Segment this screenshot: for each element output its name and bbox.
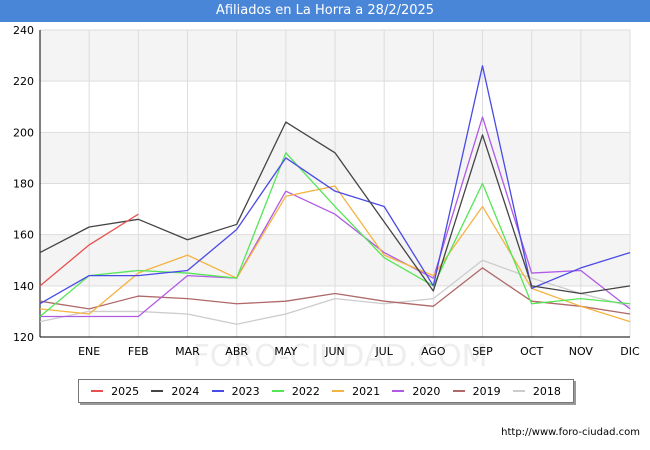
legend-label: 2018: [532, 384, 561, 398]
series-line-2025: [39, 213, 139, 287]
legend-label: 2025: [111, 384, 140, 398]
legend-item-2019: 2019: [452, 384, 501, 398]
legend-label: 2020: [412, 384, 441, 398]
legend-item-2018: 2018: [512, 384, 561, 398]
x-tick-label: DIC: [620, 345, 640, 358]
y-tick-label: 220: [13, 75, 34, 88]
legend-item-2023: 2023: [211, 384, 260, 398]
x-tick-label: SEP: [472, 345, 493, 358]
series-lines: [39, 65, 631, 325]
x-tick-label: AGO: [421, 345, 446, 358]
series-line-2023: [39, 65, 631, 305]
legend-label: 2024: [171, 384, 200, 398]
legend-swatch: [271, 390, 284, 392]
watermark: FORO-CIUDAD.COM: [193, 339, 488, 374]
y-tick-labels: 120 140 160 180 200 220 240: [13, 24, 34, 344]
x-tick-label: OCT: [520, 345, 543, 358]
legend-item-2024: 2024: [151, 385, 199, 398]
series-line-2018: [39, 259, 631, 325]
series-line-2020: [40, 116, 631, 318]
x-tick-label: JUL: [374, 345, 393, 358]
legend: 2025 2024 2023 2022 2021 2020 2019 2018: [78, 379, 574, 403]
x-tick-label: ABR: [225, 345, 248, 358]
legend-item-2021: 2021: [332, 385, 380, 398]
x-tick-label: MAY: [274, 345, 297, 358]
source-url: http://www.foro-ciudad.com: [501, 427, 640, 438]
y-tick-label: 180: [13, 178, 34, 191]
series-line-2024: [39, 121, 631, 295]
legend-swatch: [211, 390, 224, 392]
x-tick-label: MAR: [175, 345, 200, 358]
x-tick-label: NOV: [569, 345, 594, 358]
legend-swatch: [332, 390, 345, 392]
series-line-2022: [39, 152, 631, 318]
x-tick-label: ENE: [78, 345, 100, 358]
legend-label: 2022: [291, 384, 320, 398]
legend-item-2022: 2022: [271, 384, 320, 398]
legend-item-2020: 2020: [392, 385, 440, 398]
y-tick-label: 120: [13, 331, 34, 344]
y-tick-label: 200: [13, 126, 34, 139]
legend-label: 2023: [231, 384, 260, 398]
chart-title: Afiliados en La Horra a 28/2/2025: [0, 0, 650, 22]
x-tick-label: JUN: [324, 345, 345, 358]
legend-label: 2019: [472, 384, 501, 398]
legend-swatch: [91, 390, 104, 392]
legend-label: 2021: [352, 384, 381, 398]
x-tick-label: FEB: [128, 345, 149, 358]
legend-swatch: [151, 390, 164, 392]
legend-swatch: [512, 390, 525, 392]
legend-item-2025: 2025: [91, 385, 139, 398]
series-line-2019: [39, 267, 631, 315]
legend-swatch: [452, 390, 465, 392]
y-tick-label: 160: [13, 229, 34, 242]
legend-swatch: [392, 390, 405, 392]
y-tick-label: 140: [13, 280, 34, 293]
x-tick-labels: ENE FEB MAR ABR MAY JUN JUL AGO SEP OCT NOV DIC: [78, 345, 640, 358]
y-tick-label: 240: [13, 24, 34, 37]
